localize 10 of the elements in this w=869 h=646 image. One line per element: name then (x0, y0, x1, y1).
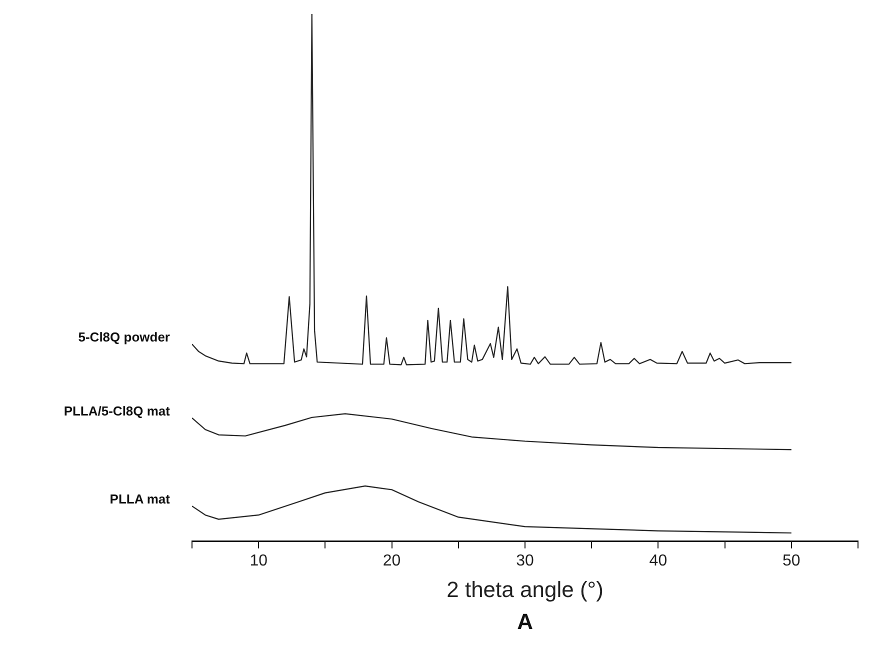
x-axis-title: 2 theta angle (°) (446, 576, 604, 602)
text: A (517, 609, 534, 634)
x-tick-label: 20 (382, 552, 401, 570)
x-tick-label: 50 (782, 552, 800, 570)
series-label: PLLA/5-Cl8Q mat (64, 404, 171, 419)
x-tick-label: 10 (250, 552, 268, 570)
series-label: 5-Cl8Q powder (78, 330, 170, 345)
series-label: PLLA mat (110, 492, 171, 507)
x-tick-label: 30 (516, 552, 534, 570)
x-tick-label: 40 (649, 552, 668, 570)
